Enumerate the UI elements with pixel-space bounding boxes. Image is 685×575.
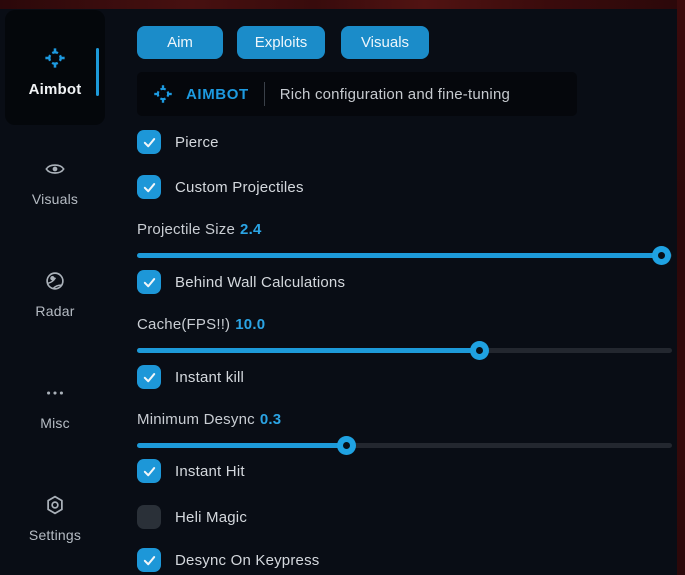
section-title: AIMBOT — [186, 85, 249, 103]
checkbox-box[interactable] — [137, 270, 161, 294]
section-header: AIMBOT Rich configuration and fine-tunin… — [137, 72, 577, 116]
checkbox-box[interactable] — [137, 505, 161, 529]
checkbox-label: Instant kill — [175, 368, 245, 386]
sidebar-item-label: Misc — [40, 415, 70, 431]
ellipsis-icon — [44, 382, 66, 404]
slider-minimum-desync[interactable] — [137, 435, 672, 455]
tab-exploits[interactable]: Exploits — [237, 26, 325, 59]
checkbox-label: Custom Projectiles — [175, 178, 304, 196]
checkbox-behind-wall-calculations[interactable]: Behind Wall Calculations — [137, 270, 345, 294]
checkbox-box[interactable] — [137, 175, 161, 199]
slider-projectile-size[interactable] — [137, 245, 672, 265]
gear-icon — [44, 494, 66, 516]
sidebar-item-label: Visuals — [31, 191, 79, 207]
header-divider — [263, 82, 265, 106]
section-subtitle: Rich configuration and fine-tuning — [279, 85, 511, 103]
sidebar-item-label: Radar — [35, 303, 75, 319]
slider-fill — [137, 246, 672, 265]
slider-value: 10.0 — [235, 316, 266, 333]
crosshair-icon — [153, 84, 173, 104]
slider-label-projectile-size: Projectile Size 2.4 — [137, 221, 262, 238]
sidebar-item-aimbot[interactable]: Aimbot — [5, 10, 105, 125]
checkbox-label: Pierce — [175, 133, 219, 151]
sidebar-item-radar[interactable]: Radar — [0, 270, 110, 319]
slider-track[interactable] — [137, 443, 672, 448]
checkbox-custom-projectiles[interactable]: Custom Projectiles — [137, 175, 304, 199]
slider-value: 0.3 — [259, 411, 282, 428]
checkbox-heli-magic[interactable]: Heli Magic — [137, 505, 247, 529]
checkbox-label: Behind Wall Calculations — [175, 273, 346, 291]
active-tab-indicator — [96, 48, 99, 96]
checkbox-instant-hit[interactable]: Instant Hit — [137, 459, 245, 483]
slider-value: 2.4 — [240, 221, 262, 238]
slider-fill — [137, 341, 490, 360]
sidebar-item-settings[interactable]: Settings — [0, 494, 110, 543]
sidebar-item-label: Settings — [28, 527, 82, 543]
slider-handle[interactable] — [470, 341, 490, 360]
checkbox-desync-on-keypress[interactable]: Desync On Keypress — [137, 548, 320, 572]
sidebar-item-label: Aimbot — [28, 81, 82, 98]
checkbox-instant-kill[interactable]: Instant kill — [137, 365, 244, 389]
checkbox-label: Desync On Keypress — [175, 551, 320, 569]
slider-cache-fps[interactable] — [137, 340, 672, 360]
sidebar: Aimbot Visuals Radar — [0, 9, 130, 575]
checkbox-pierce[interactable]: Pierce — [137, 130, 219, 154]
slider-handle[interactable] — [652, 246, 672, 265]
game-background-top-edge — [0, 0, 685, 9]
sidebar-item-misc[interactable]: Misc — [0, 382, 110, 431]
eye-icon — [44, 158, 66, 180]
checkbox-box[interactable] — [137, 365, 161, 389]
checkbox-label: Instant Hit — [175, 462, 245, 480]
main-panel: Aim Exploits Visuals AIMBOT Rich configu… — [137, 0, 677, 575]
checkbox-box[interactable] — [137, 548, 161, 572]
slider-label-cache-fps: Cache(FPS!!) 10.0 — [137, 316, 265, 333]
slider-label-text: Cache(FPS!!) — [137, 316, 231, 333]
slider-fill — [137, 436, 356, 455]
slider-handle[interactable] — [336, 436, 356, 455]
slider-label-minimum-desync: Minimum Desync 0.3 — [137, 411, 281, 428]
checkbox-box[interactable] — [137, 130, 161, 154]
slider-label-text: Projectile Size — [137, 221, 236, 238]
sidebar-item-visuals[interactable]: Visuals — [0, 158, 110, 207]
checkbox-label: Heli Magic — [175, 508, 248, 526]
crosshair-icon — [44, 47, 66, 69]
globe-icon — [44, 270, 66, 292]
tab-visuals[interactable]: Visuals — [341, 26, 429, 59]
tab-aim[interactable]: Aim — [137, 26, 223, 59]
checkbox-box[interactable] — [137, 459, 161, 483]
slider-label-text: Minimum Desync — [137, 411, 255, 428]
game-background-right-edge — [677, 0, 685, 575]
